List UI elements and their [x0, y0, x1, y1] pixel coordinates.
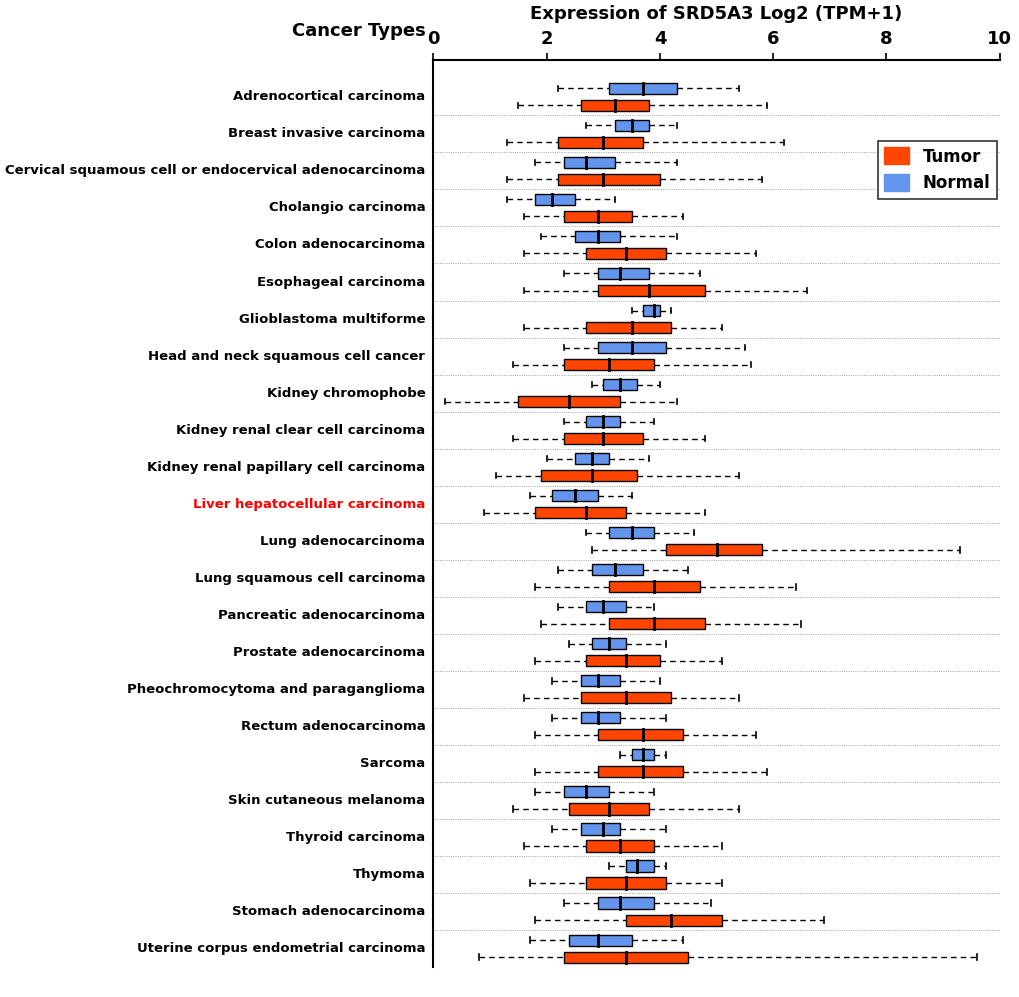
Bar	[564, 951, 688, 963]
Bar	[552, 491, 597, 501]
Bar	[557, 173, 659, 185]
Bar	[586, 601, 626, 612]
Bar	[603, 379, 637, 390]
Bar	[642, 305, 659, 316]
Bar	[597, 285, 704, 296]
Bar	[564, 433, 642, 445]
Text: Lung adenocarcinoma: Lung adenocarcinoma	[260, 534, 425, 547]
Bar	[586, 416, 620, 427]
Bar	[626, 860, 653, 871]
Bar	[575, 453, 608, 465]
Text: Thymoma: Thymoma	[353, 868, 425, 881]
Bar	[564, 157, 614, 167]
Bar	[557, 137, 642, 148]
Legend: Tumor, Normal: Tumor, Normal	[876, 141, 996, 198]
Text: Rectum adenocarcinoma: Rectum adenocarcinoma	[240, 720, 425, 733]
Bar	[575, 231, 620, 242]
Bar	[540, 471, 637, 482]
Bar	[608, 618, 704, 629]
Bar	[586, 655, 659, 666]
Bar	[597, 767, 682, 778]
Bar	[564, 211, 631, 222]
Bar	[665, 544, 761, 555]
Text: Colon adenocarcinoma: Colon adenocarcinoma	[255, 238, 425, 251]
Text: Cervical squamous cell or endocervical adenocarcinoma: Cervical squamous cell or endocervical a…	[5, 165, 425, 177]
Bar	[580, 675, 620, 686]
Text: Esophageal carcinoma: Esophageal carcinoma	[257, 275, 425, 288]
Text: Cholangio carcinoma: Cholangio carcinoma	[268, 201, 425, 214]
Text: Skin cutaneous melanoma: Skin cutaneous melanoma	[228, 794, 425, 807]
Bar	[580, 100, 648, 111]
Bar	[580, 692, 671, 704]
Bar	[608, 527, 653, 538]
Bar	[580, 712, 620, 724]
Bar	[608, 581, 699, 592]
Text: Cancer Types: Cancer Types	[291, 22, 425, 40]
X-axis label: Expression of SRD5A3 Log2 (TPM+1): Expression of SRD5A3 Log2 (TPM+1)	[530, 5, 902, 23]
Bar	[535, 507, 626, 518]
Text: Thyroid carcinoma: Thyroid carcinoma	[286, 831, 425, 844]
Text: Uterine corpus endometrial carcinoma: Uterine corpus endometrial carcinoma	[137, 942, 425, 955]
Bar	[597, 730, 682, 741]
Text: Pancreatic adenocarcinoma: Pancreatic adenocarcinoma	[218, 609, 425, 622]
Bar	[597, 268, 648, 279]
Text: Kidney renal papillary cell carcinoma: Kidney renal papillary cell carcinoma	[147, 461, 425, 474]
Bar	[580, 824, 620, 834]
Bar	[518, 396, 620, 407]
Text: Liver hepatocellular carcinoma: Liver hepatocellular carcinoma	[193, 498, 425, 510]
Bar	[597, 897, 653, 908]
Bar	[614, 120, 648, 131]
Bar	[608, 83, 677, 94]
Text: Breast invasive carcinoma: Breast invasive carcinoma	[228, 128, 425, 141]
Bar	[564, 359, 653, 370]
Text: Prostate adenocarcinoma: Prostate adenocarcinoma	[233, 646, 425, 659]
Text: Sarcoma: Sarcoma	[360, 757, 425, 770]
Text: Lung squamous cell carcinoma: Lung squamous cell carcinoma	[195, 571, 425, 585]
Bar	[569, 804, 648, 815]
Bar	[631, 750, 653, 761]
Bar	[569, 934, 631, 945]
Bar	[586, 840, 653, 851]
Bar	[586, 877, 665, 888]
Text: Head and neck squamous cell cancer: Head and neck squamous cell cancer	[149, 350, 425, 363]
Bar	[591, 638, 626, 649]
Bar	[535, 193, 575, 205]
Text: Kidney renal clear cell carcinoma: Kidney renal clear cell carcinoma	[176, 424, 425, 437]
Text: Adrenocortical carcinoma: Adrenocortical carcinoma	[233, 91, 425, 104]
Text: Pheochromocytoma and paraganglioma: Pheochromocytoma and paraganglioma	[127, 683, 425, 696]
Bar	[626, 914, 721, 925]
Bar	[597, 342, 665, 353]
Bar	[564, 787, 608, 798]
Text: Glioblastoma multiforme: Glioblastoma multiforme	[238, 312, 425, 326]
Bar	[586, 248, 665, 259]
Bar	[591, 564, 642, 575]
Text: Stomach adenocarcinoma: Stomach adenocarcinoma	[232, 905, 425, 918]
Bar	[586, 322, 671, 333]
Text: Kidney chromophobe: Kidney chromophobe	[266, 387, 425, 400]
